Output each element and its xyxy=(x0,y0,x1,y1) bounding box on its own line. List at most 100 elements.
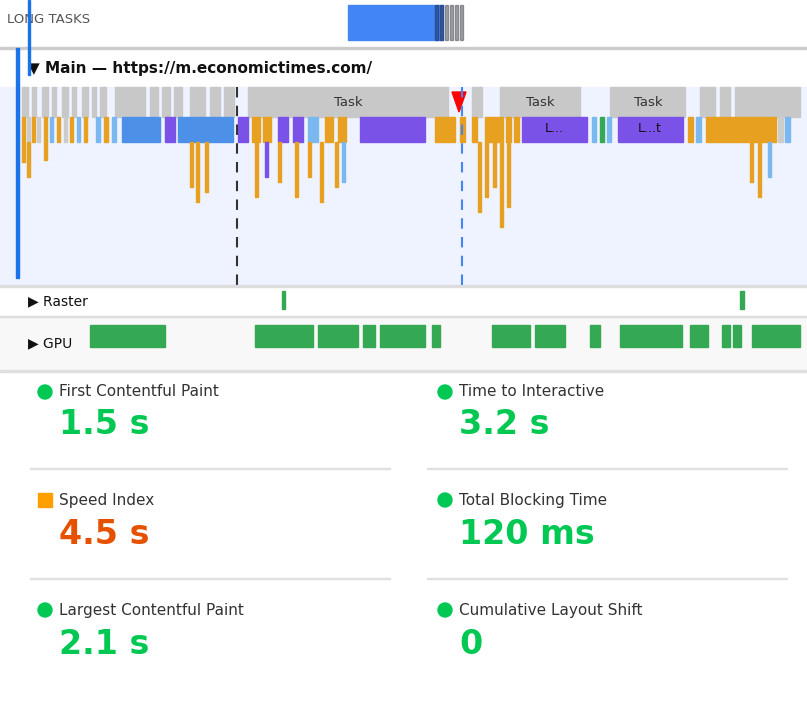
Bar xyxy=(427,578,787,579)
Bar xyxy=(30,468,390,469)
Text: Total Blocking Time: Total Blocking Time xyxy=(459,493,607,508)
Bar xyxy=(248,87,448,117)
Bar xyxy=(688,117,693,142)
Bar xyxy=(72,87,76,117)
Text: 3.2 s: 3.2 s xyxy=(459,409,550,441)
Bar xyxy=(590,325,600,347)
Bar xyxy=(27,117,30,142)
Text: L...t: L...t xyxy=(638,122,662,136)
Bar xyxy=(190,87,205,117)
Bar xyxy=(592,117,596,142)
Text: 1.5 s: 1.5 s xyxy=(59,409,149,441)
Bar xyxy=(740,291,744,309)
Text: Task: Task xyxy=(525,95,554,108)
Bar xyxy=(37,117,40,142)
Bar xyxy=(174,87,182,117)
Bar xyxy=(57,117,60,142)
Bar xyxy=(38,493,52,507)
Bar xyxy=(0,317,807,370)
Bar xyxy=(735,87,800,117)
Bar xyxy=(62,87,68,117)
Bar xyxy=(493,142,496,187)
Bar xyxy=(335,142,338,187)
Bar xyxy=(50,117,53,142)
Bar xyxy=(722,325,730,347)
Bar xyxy=(478,142,481,212)
Bar xyxy=(308,117,318,142)
Bar xyxy=(0,48,807,88)
Bar xyxy=(0,0,807,47)
Bar xyxy=(620,325,682,347)
Bar xyxy=(696,117,701,142)
Bar xyxy=(22,87,28,117)
Bar xyxy=(514,117,519,142)
Bar xyxy=(115,87,145,117)
Text: 120 ms: 120 ms xyxy=(459,518,595,551)
Bar xyxy=(460,117,465,142)
Bar xyxy=(380,325,425,347)
Bar xyxy=(32,87,36,117)
Bar xyxy=(752,325,800,347)
Bar xyxy=(610,87,685,117)
Bar xyxy=(500,142,503,227)
Text: ▼ Main — https://m.economictimes.com/: ▼ Main — https://m.economictimes.com/ xyxy=(28,61,372,76)
Text: 2.1 s: 2.1 s xyxy=(59,629,149,662)
Bar xyxy=(445,5,448,40)
Bar xyxy=(472,117,477,142)
Bar xyxy=(435,5,438,40)
Bar xyxy=(690,325,708,347)
Bar xyxy=(44,142,47,160)
Bar xyxy=(485,142,488,197)
Bar xyxy=(77,117,80,142)
Bar xyxy=(112,117,116,142)
Bar xyxy=(700,87,715,117)
Bar xyxy=(342,142,345,182)
Bar xyxy=(90,325,165,347)
Bar xyxy=(435,117,455,142)
Circle shape xyxy=(438,385,452,399)
Bar xyxy=(92,87,96,117)
Text: ▶ GPU: ▶ GPU xyxy=(28,336,73,350)
Bar xyxy=(758,142,761,197)
Text: Largest Contentful Paint: Largest Contentful Paint xyxy=(59,602,244,617)
Bar xyxy=(522,117,587,142)
Bar xyxy=(363,325,375,347)
Bar xyxy=(162,87,170,117)
Bar xyxy=(455,5,458,40)
Bar xyxy=(30,578,390,579)
Text: 4.5 s: 4.5 s xyxy=(59,518,149,551)
Bar xyxy=(320,142,323,202)
Bar xyxy=(265,142,268,177)
Bar xyxy=(70,117,73,142)
Bar xyxy=(205,142,208,192)
Bar xyxy=(32,117,35,142)
Text: Speed Index: Speed Index xyxy=(59,493,154,508)
Bar xyxy=(52,87,56,117)
Bar xyxy=(618,117,683,142)
Bar xyxy=(104,117,108,142)
Circle shape xyxy=(438,493,452,507)
Bar xyxy=(122,117,160,142)
Bar xyxy=(96,117,100,142)
Bar xyxy=(196,142,199,202)
Bar xyxy=(22,117,25,142)
Circle shape xyxy=(438,603,452,617)
Bar xyxy=(750,142,753,182)
Bar xyxy=(427,468,787,469)
Bar xyxy=(82,87,88,117)
Bar xyxy=(263,117,271,142)
Bar xyxy=(338,117,346,142)
Text: Cumulative Layout Shift: Cumulative Layout Shift xyxy=(459,602,642,617)
Text: LONG TASKS: LONG TASKS xyxy=(7,13,90,26)
Bar xyxy=(778,117,783,142)
Bar xyxy=(282,291,285,309)
Bar xyxy=(178,117,233,142)
Text: ▶ Raster: ▶ Raster xyxy=(28,294,88,308)
Text: First Contentful Paint: First Contentful Paint xyxy=(59,385,219,399)
Bar xyxy=(360,117,425,142)
Bar xyxy=(507,142,510,207)
Bar xyxy=(450,5,453,40)
Bar xyxy=(308,142,311,177)
Text: Time to Interactive: Time to Interactive xyxy=(459,385,604,399)
Bar xyxy=(485,117,503,142)
